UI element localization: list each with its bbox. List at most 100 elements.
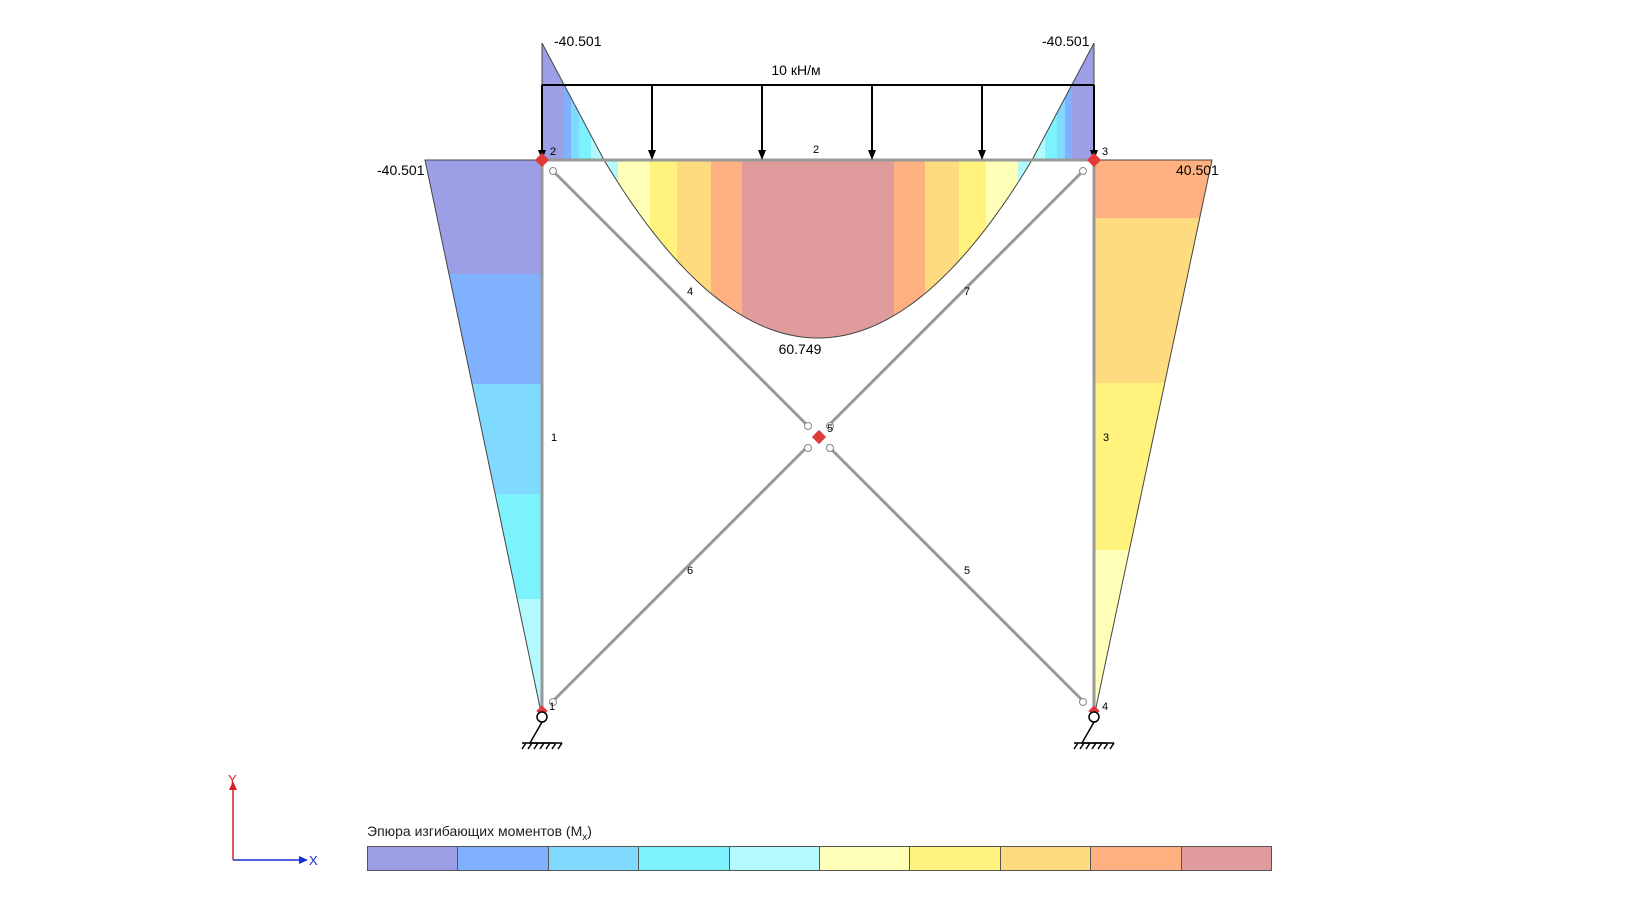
legend-title-subscript: x bbox=[582, 831, 588, 843]
band bbox=[579, 43, 591, 160]
node-label-1: 1 bbox=[549, 701, 555, 713]
band bbox=[425, 384, 542, 494]
hatch bbox=[1079, 742, 1085, 750]
band bbox=[1094, 383, 1212, 550]
value-top-left: -40.501 bbox=[554, 33, 602, 49]
legend-title: Эпюра изгибающих моментов (Mx) bbox=[367, 823, 592, 843]
x-axis-arrow-icon bbox=[299, 856, 308, 864]
legend-title-end: ) bbox=[587, 823, 592, 839]
hinge bbox=[1079, 698, 1087, 706]
node-5[interactable] bbox=[811, 429, 827, 445]
pin-icon bbox=[1088, 711, 1100, 723]
node-2[interactable] bbox=[534, 152, 550, 168]
load-label: 10 кН/м bbox=[771, 62, 820, 78]
right-column-moment bbox=[1094, 160, 1212, 717]
x-axis-label: X bbox=[309, 853, 318, 868]
hinge bbox=[804, 444, 812, 452]
legend-swatch bbox=[1091, 847, 1182, 870]
band bbox=[425, 494, 542, 599]
band bbox=[425, 160, 542, 274]
band bbox=[677, 160, 711, 338]
band bbox=[425, 599, 542, 717]
member-4[interactable] bbox=[550, 168, 810, 428]
legend-swatch bbox=[458, 847, 549, 870]
member-7[interactable] bbox=[826, 168, 1086, 428]
value-midspan: 60.749 bbox=[779, 341, 822, 357]
band bbox=[1072, 43, 1094, 160]
hinge bbox=[804, 422, 812, 430]
element-label-2: 2 bbox=[813, 144, 819, 156]
element-label-4: 4 bbox=[687, 286, 693, 298]
moment-diagram bbox=[424, 42, 1213, 718]
legend-swatch bbox=[1181, 847, 1272, 870]
hinge bbox=[826, 444, 834, 452]
distributed-load bbox=[538, 84, 1098, 160]
hatch bbox=[1085, 742, 1091, 750]
band bbox=[571, 43, 579, 160]
support-right bbox=[1073, 711, 1115, 750]
arrow-head bbox=[868, 150, 876, 160]
band bbox=[1094, 550, 1212, 717]
band bbox=[564, 43, 571, 160]
support-triangle-icon bbox=[528, 721, 554, 744]
hatch bbox=[551, 742, 557, 750]
left-column-outline bbox=[424, 159, 543, 718]
arrow-head bbox=[648, 150, 656, 160]
node-3[interactable] bbox=[1086, 152, 1102, 168]
y-axis-label: Y bbox=[228, 772, 237, 787]
band bbox=[1094, 160, 1212, 218]
support-triangle-icon bbox=[1080, 721, 1106, 744]
hinge bbox=[1079, 167, 1087, 175]
hatch bbox=[1097, 742, 1103, 750]
band bbox=[959, 160, 986, 338]
color-legend bbox=[367, 846, 1272, 871]
hinges bbox=[549, 167, 1087, 706]
member-6[interactable] bbox=[550, 444, 810, 704]
legend-swatch bbox=[548, 847, 640, 870]
hatch bbox=[1109, 742, 1115, 750]
element-label-5: 5 bbox=[964, 565, 970, 577]
band bbox=[650, 160, 677, 338]
band bbox=[742, 160, 894, 338]
node-label-3: 3 bbox=[1102, 146, 1108, 158]
element-label-1: 1 bbox=[551, 432, 557, 444]
hatch bbox=[527, 742, 533, 750]
node-label-5: 5 bbox=[827, 423, 833, 435]
legend-title-text: Эпюра изгибающих моментов (M bbox=[367, 823, 583, 839]
band bbox=[1094, 218, 1212, 383]
member-5[interactable] bbox=[826, 444, 1086, 704]
hatch bbox=[557, 742, 563, 750]
band bbox=[591, 43, 604, 160]
arrow-head bbox=[758, 150, 766, 160]
hinge bbox=[826, 422, 834, 430]
hatch bbox=[521, 742, 527, 750]
value-right-column-top: 40.501 bbox=[1176, 162, 1219, 178]
hatch bbox=[1103, 742, 1109, 750]
band bbox=[1065, 43, 1072, 160]
beam-moment-bands bbox=[604, 160, 1032, 338]
hinge bbox=[549, 167, 557, 175]
pin-icon bbox=[536, 711, 548, 723]
element-label-6: 6 bbox=[687, 565, 693, 577]
band bbox=[1057, 43, 1065, 160]
value-left-column-top: -40.501 bbox=[377, 162, 425, 178]
value-top-right: -40.501 bbox=[1042, 33, 1090, 49]
legend-swatch bbox=[368, 847, 459, 870]
right-column-outline bbox=[1093, 159, 1213, 718]
node-label-4: 4 bbox=[1102, 701, 1108, 713]
hatch bbox=[1091, 742, 1097, 750]
support-left bbox=[521, 711, 563, 750]
band bbox=[925, 160, 959, 338]
frame-members bbox=[540, 158, 1096, 712]
legend-swatch bbox=[639, 847, 730, 870]
element-label-3: 3 bbox=[1103, 432, 1109, 444]
element-label-7: 7 bbox=[964, 286, 970, 298]
band bbox=[604, 160, 618, 338]
node-label-2: 2 bbox=[550, 146, 556, 158]
band bbox=[1032, 43, 1045, 160]
beam-moment-outline bbox=[603, 159, 1033, 339]
legend-swatch bbox=[1000, 847, 1092, 870]
band bbox=[894, 160, 925, 338]
arrow-head bbox=[978, 150, 986, 160]
